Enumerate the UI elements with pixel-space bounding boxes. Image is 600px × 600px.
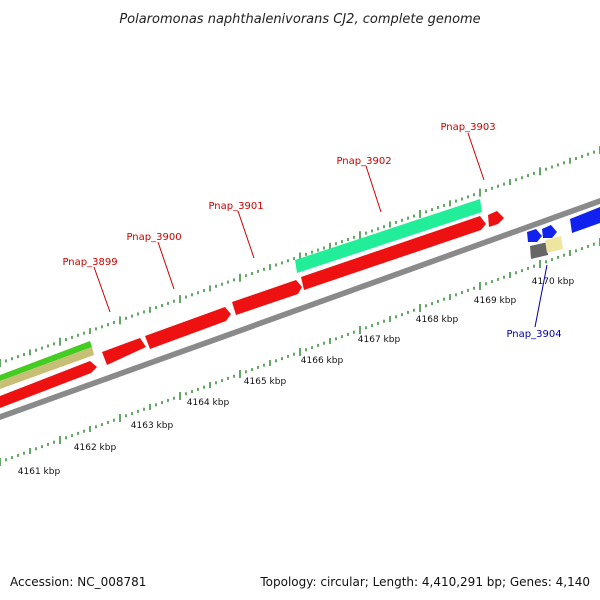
gene-label-leader — [93, 266, 111, 313]
gene-label-leader — [534, 264, 548, 328]
ruler-label: 4166 kbp — [301, 356, 344, 366]
gene-arrow — [232, 280, 302, 315]
upper-tick-ruler — [0, 146, 600, 367]
gene-arrow — [0, 361, 97, 408]
gene-arrow — [102, 338, 146, 365]
yellow-feature — [545, 236, 563, 253]
ruler-label: 4170 kbp — [532, 277, 575, 287]
genome-summary-text: Topology: circular; Length: 4,410,291 bp… — [259, 575, 590, 589]
ruler-label: 4164 kbp — [187, 398, 230, 408]
ruler-label: 4165 kbp — [244, 377, 287, 387]
gene-arrow — [488, 211, 504, 227]
ruler-label: 4163 kbp — [131, 421, 174, 431]
lower-tick-ruler — [0, 238, 600, 466]
gene-label: Pnap_3902 — [336, 156, 391, 167]
gene-arrow — [145, 307, 231, 349]
gene-label: Pnap_3904 — [506, 329, 561, 340]
cyan-feature — [295, 199, 482, 273]
gene-arrow — [527, 229, 542, 242]
ruler-label: 4161 kbp — [18, 467, 61, 477]
ruler-label: 4168 kbp — [416, 315, 459, 325]
accession-text: Accession: NC_008781 — [10, 575, 146, 589]
gene-label-leader — [365, 165, 382, 213]
gene-label: Pnap_3901 — [208, 201, 263, 212]
gene-arrow — [542, 225, 557, 238]
tan-feature — [0, 347, 94, 389]
green-feature — [0, 341, 92, 381]
gene-label: Pnap_3899 — [62, 257, 117, 268]
map-title: Polaromonas naphthalenivorans CJ2, compl… — [119, 12, 480, 27]
ruler-label: 4162 kbp — [74, 443, 117, 453]
gene-label-leader — [467, 132, 485, 181]
gene-label-leader — [237, 210, 255, 259]
gene-label: Pnap_3903 — [440, 122, 495, 133]
ruler-label: 4169 kbp — [474, 296, 517, 306]
ruler-label: 4167 kbp — [358, 335, 401, 345]
gene-label: Pnap_3900 — [126, 232, 181, 243]
gray-feature — [530, 242, 548, 259]
gene-arrow — [570, 207, 600, 233]
gene-label-leader — [157, 241, 175, 290]
genome-backbone — [0, 198, 600, 420]
gene-arrow — [301, 216, 486, 290]
